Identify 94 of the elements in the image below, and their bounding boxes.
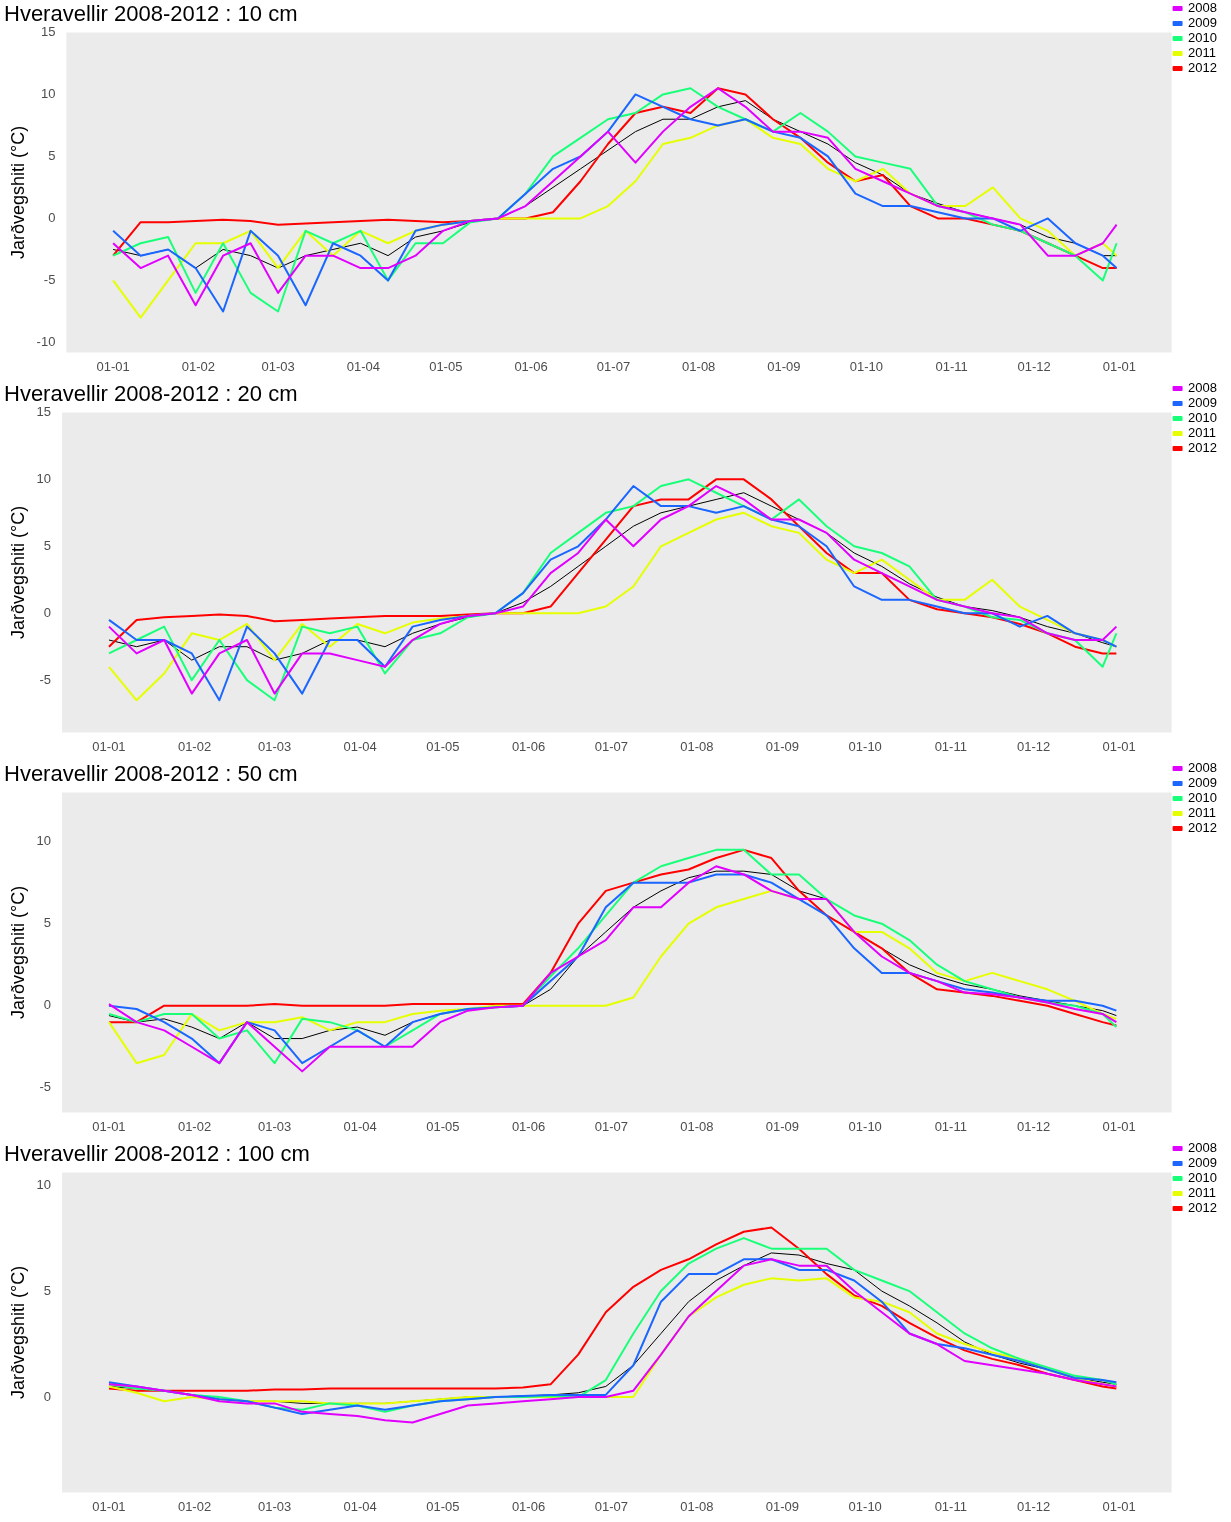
y-tick-label: 0 (43, 1388, 52, 1404)
x-tick-label: 01-10 (848, 1118, 882, 1134)
x-tick-label: 01-09 (767, 358, 801, 374)
x-tick-label: 01-12 (1016, 1498, 1051, 1514)
x-tick-label: 01-01 (1102, 1498, 1136, 1514)
chart-title: Hveravellir 2008-2012 : 50 cm (4, 761, 298, 787)
x-tick-label: 01-04 (343, 1498, 377, 1514)
x-tick-label: 01-11 (934, 1118, 967, 1134)
legend-label: 2012 (1188, 820, 1217, 836)
x-tick-label: 01-08 (680, 738, 714, 754)
x-tick-label: 01-03 (257, 1498, 292, 1514)
x-tick-label: 01-01 (92, 1498, 126, 1514)
x-tick-label: 01-01 (1102, 738, 1136, 754)
legend-label: 2011 (1188, 805, 1217, 821)
x-tick-label: 01-08 (680, 1118, 714, 1134)
y-tick-label: -5 (43, 272, 56, 288)
legend-label: 2011 (1188, 1185, 1217, 1201)
y-tick-label: 5 (43, 1282, 52, 1298)
y-tick-label: 5 (43, 915, 52, 931)
legend-label: 2010 (1188, 790, 1217, 806)
legend-label: 2009 (1188, 1155, 1217, 1171)
y-axis-title: Jarðvegshiti (°C) (7, 125, 28, 260)
y-axis-title: Jarðvegshiti (°C) (7, 505, 28, 640)
legend-label: 2010 (1188, 410, 1217, 426)
x-tick-label: 01-05 (429, 358, 463, 374)
legend-label: 2009 (1188, 775, 1217, 791)
x-tick-label: 01-11 (934, 738, 967, 754)
x-tick-label: 01-04 (346, 358, 380, 374)
legend-label: 2010 (1188, 1170, 1217, 1186)
y-axis-title: Jarðvegshiti (°C) (7, 1265, 28, 1400)
x-tick-label: 01-07 (596, 358, 631, 374)
y-tick-label: 0 (43, 997, 52, 1013)
y-tick-label: 5 (43, 537, 52, 553)
legend-label: 2010 (1188, 30, 1217, 46)
x-tick-label: 01-03 (261, 358, 295, 374)
x-tick-label: 01-02 (181, 358, 215, 374)
x-tick-label: 01-08 (680, 1498, 714, 1514)
x-tick-label: 01-10 (849, 358, 884, 374)
x-tick-label: 01-07 (594, 738, 628, 754)
y-tick-label: 10 (36, 1176, 52, 1192)
x-tick-label: 01-02 (177, 1118, 212, 1134)
x-tick-label: 01-01 (92, 1118, 126, 1134)
x-tick-label: 01-03 (257, 1118, 292, 1134)
x-tick-label: 01-01 (1102, 358, 1136, 374)
x-tick-label: 01-09 (765, 738, 800, 754)
x-tick-label: 01-11 (935, 358, 968, 374)
x-tick-label: 01-04 (343, 738, 377, 754)
x-tick-label: 01-12 (1016, 738, 1051, 754)
y-tick-label: 0 (43, 604, 52, 620)
chart-title: Hveravellir 2008-2012 : 100 cm (4, 1141, 310, 1167)
y-tick-label: 0 (48, 210, 56, 226)
x-tick-label: 01-09 (765, 1118, 800, 1134)
x-tick-label: 01-01 (96, 358, 130, 374)
x-tick-label: 01-08 (682, 358, 716, 374)
y-tick-label: 5 (48, 148, 56, 164)
legend-label: 2008 (1188, 1140, 1217, 1156)
legend-label: 2008 (1188, 0, 1217, 16)
x-tick-label: 01-02 (177, 1498, 212, 1514)
x-tick-label: 01-09 (765, 1498, 800, 1514)
y-tick-label: -5 (39, 671, 52, 687)
x-tick-label: 01-06 (511, 738, 546, 754)
y-tick-label: -10 (36, 334, 56, 350)
x-tick-label: 01-01 (92, 738, 126, 754)
legend-label: 2012 (1188, 1200, 1217, 1216)
legend-label: 2011 (1188, 425, 1217, 441)
legend-label: 2011 (1188, 45, 1217, 61)
x-tick-label: 01-12 (1016, 1118, 1051, 1134)
x-tick-label: 01-05 (426, 738, 460, 754)
legend-label: 2009 (1188, 395, 1217, 411)
x-tick-label: 01-10 (848, 738, 882, 754)
x-tick-label: 01-02 (177, 738, 212, 754)
x-tick-label: 01-10 (848, 1498, 882, 1514)
x-tick-label: 01-05 (426, 1118, 460, 1134)
legend-label: 2012 (1188, 440, 1217, 456)
y-tick-label: 10 (36, 470, 52, 486)
x-tick-label: 01-05 (426, 1498, 460, 1514)
x-tick-label: 01-01 (1102, 1118, 1136, 1134)
y-tick-label: -5 (39, 1079, 52, 1095)
x-tick-label: 01-04 (343, 1118, 377, 1134)
x-tick-label: 01-03 (257, 738, 292, 754)
x-tick-label: 01-12 (1017, 358, 1051, 374)
x-tick-label: 01-07 (594, 1498, 628, 1514)
x-tick-label: 01-06 (514, 358, 548, 374)
x-tick-label: 01-11 (934, 1498, 967, 1514)
y-tick-label: 10 (36, 833, 52, 849)
legend-label: 2012 (1188, 60, 1217, 76)
y-axis-title: Jarðvegshiti (°C) (7, 885, 28, 1020)
x-tick-label: 01-07 (594, 1118, 628, 1134)
x-tick-label: 01-06 (511, 1498, 546, 1514)
legend-label: 2008 (1188, 760, 1217, 776)
y-tick-label: 10 (40, 85, 56, 101)
x-tick-label: 01-06 (511, 1118, 546, 1134)
legend-label: 2008 (1188, 380, 1217, 396)
legend-label: 2009 (1188, 15, 1217, 31)
